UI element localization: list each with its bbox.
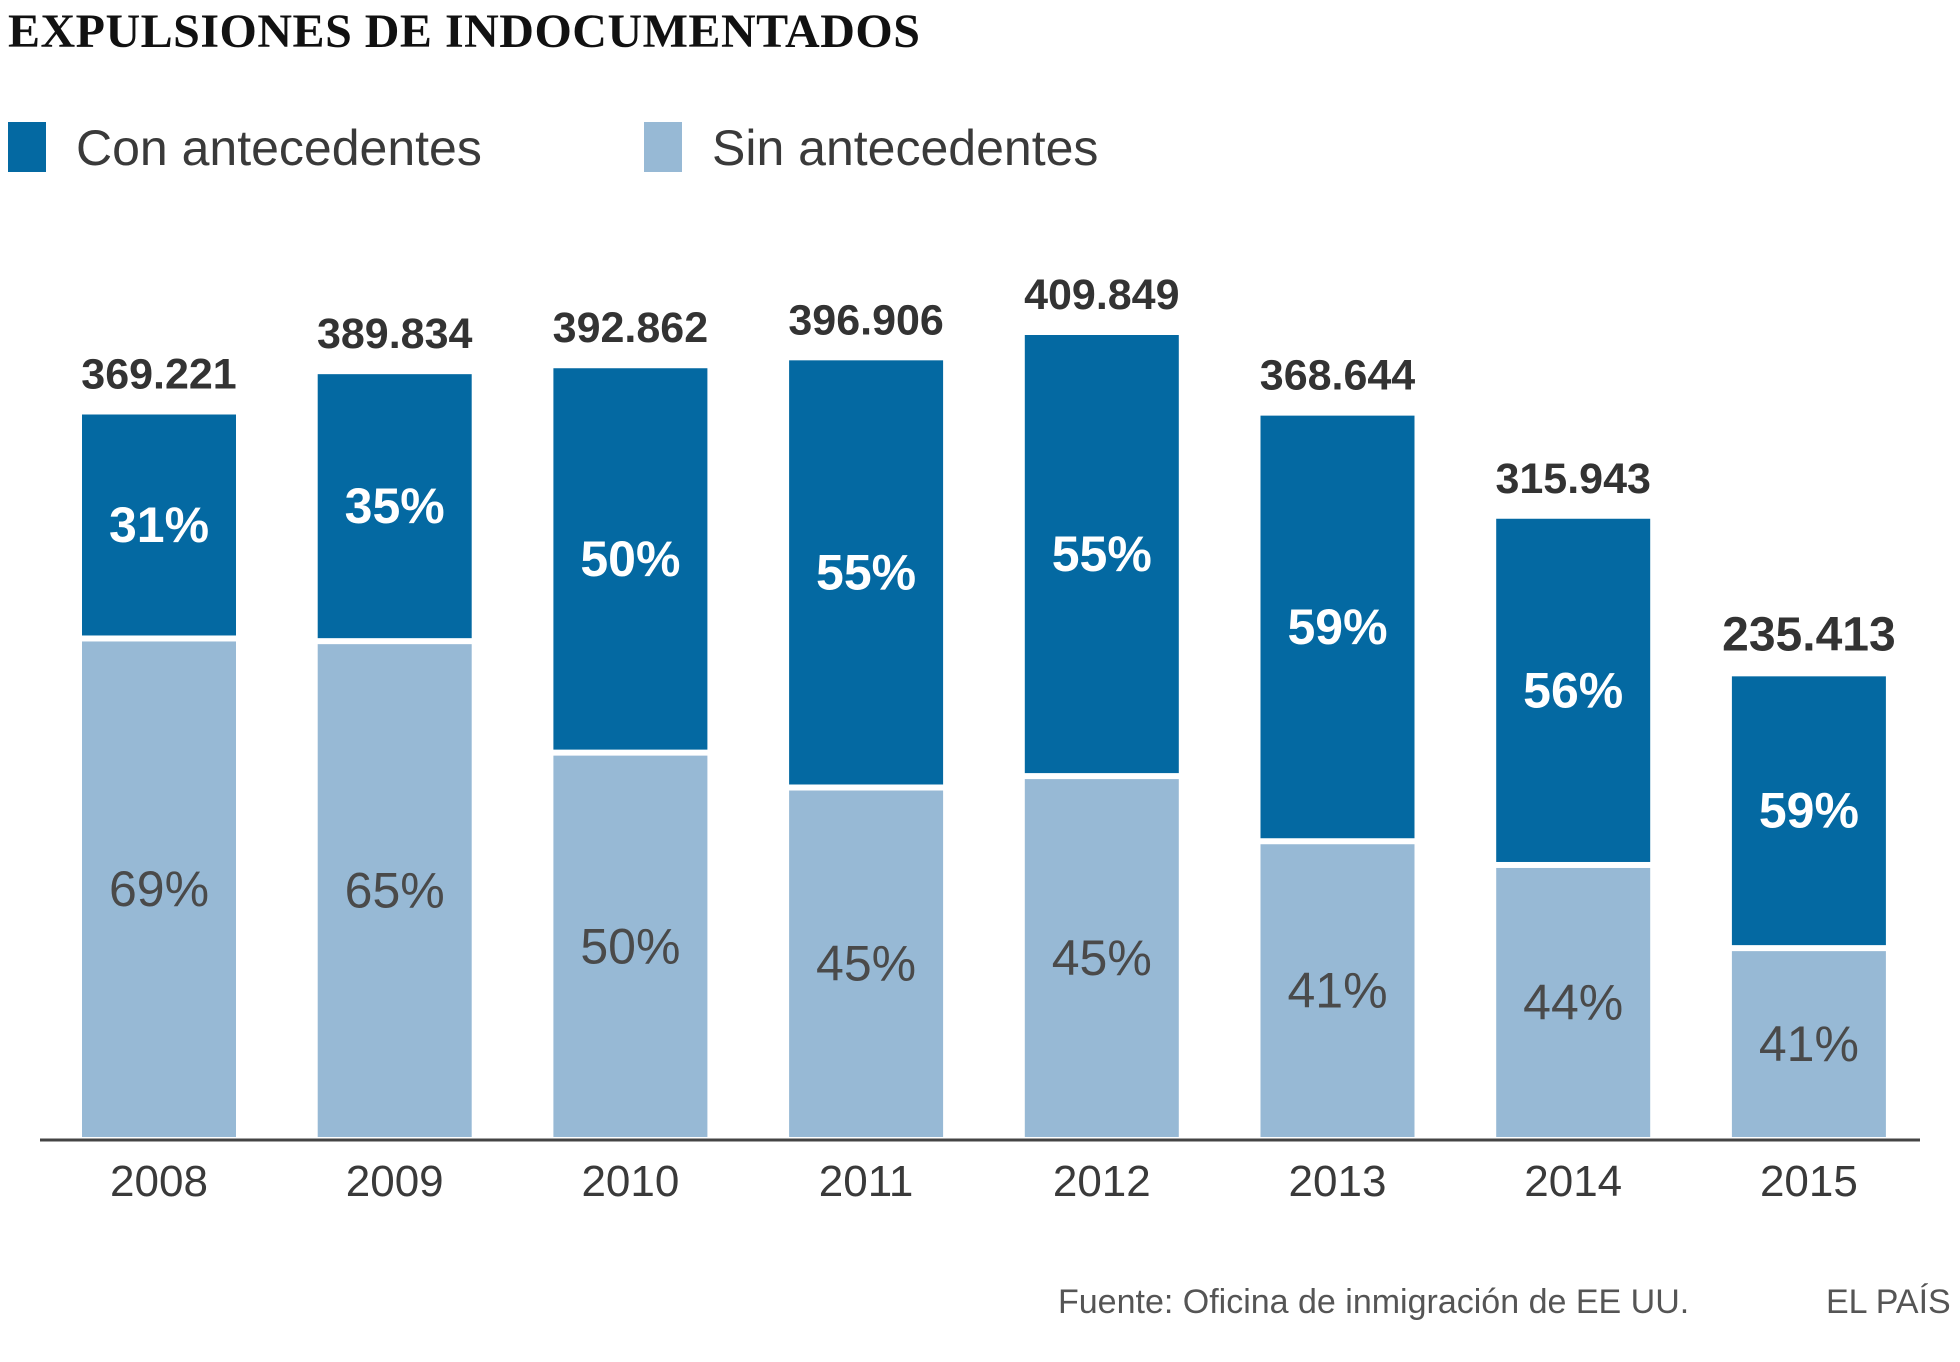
data-label-sin-2009: 65% xyxy=(345,863,445,919)
x-tick-label-2015: 2015 xyxy=(1760,1157,1858,1206)
data-label-con-2013: 59% xyxy=(1287,599,1387,655)
total-label-2008: 369.221 xyxy=(81,351,236,399)
chart-title: EXPULSIONES DE INDOCUMENTADOS xyxy=(8,5,921,58)
bar-sin-2008 xyxy=(82,641,236,1137)
total-label-2009: 389.834 xyxy=(317,310,473,358)
data-label-con-2010: 50% xyxy=(580,531,680,587)
bar-con-2015 xyxy=(1731,676,1886,946)
data-label-con-2008: 31% xyxy=(109,497,209,553)
total-label-2014: 315.943 xyxy=(1495,455,1650,503)
data-label-sin-2011: 45% xyxy=(816,936,916,992)
x-tick-label-2010: 2010 xyxy=(581,1157,679,1206)
bar-con-2012 xyxy=(1024,335,1179,774)
bar-con-2009 xyxy=(317,374,472,639)
data-label-sin-2010: 50% xyxy=(580,918,680,974)
source-note: Fuente: Oficina de inmigración de EE UU. xyxy=(1058,1283,1690,1321)
data-label-sin-2015: 41% xyxy=(1759,1016,1859,1072)
data-label-sin-2012: 45% xyxy=(1052,930,1152,986)
legend-swatch-con-antecedentes xyxy=(8,122,46,172)
bar-sin-2010 xyxy=(553,755,708,1137)
x-tick-label-2013: 2013 xyxy=(1289,1157,1387,1206)
bar-con-2014 xyxy=(1496,518,1651,862)
x-tick-label-2009: 2009 xyxy=(346,1157,444,1206)
bar-sin-2015 xyxy=(1731,951,1886,1137)
brand-logo: EL PAÍS xyxy=(1826,1283,1951,1321)
total-label-2015: 235.413 xyxy=(1722,608,1896,661)
data-label-sin-2008: 69% xyxy=(109,861,209,917)
bar-con-2008 xyxy=(82,414,236,636)
total-label-2011: 396.906 xyxy=(788,296,943,344)
x-tick-label-2011: 2011 xyxy=(819,1157,914,1206)
total-label-2013: 368.644 xyxy=(1260,352,1416,400)
data-label-con-2009: 35% xyxy=(345,478,445,534)
data-label-sin-2014: 44% xyxy=(1523,974,1623,1030)
bar-con-2013 xyxy=(1260,415,1415,839)
legend-swatch-sin-antecedentes xyxy=(644,122,682,172)
legend-label-con-antecedentes: Con antecedentes xyxy=(76,120,482,176)
bar-sin-2011 xyxy=(789,790,944,1137)
data-label-con-2011: 55% xyxy=(816,544,916,600)
x-tick-label-2012: 2012 xyxy=(1053,1157,1151,1206)
legend-label-sin-antecedentes: Sin antecedentes xyxy=(712,120,1099,176)
bar-sin-2013 xyxy=(1260,844,1415,1137)
bar-sin-2012 xyxy=(1024,779,1179,1137)
bar-sin-2009 xyxy=(317,644,472,1137)
data-label-sin-2013: 41% xyxy=(1287,963,1387,1019)
total-label-2012: 409.849 xyxy=(1024,271,1179,319)
data-label-con-2014: 56% xyxy=(1523,662,1623,718)
x-tick-label-2008: 2008 xyxy=(110,1157,208,1206)
bar-con-2010 xyxy=(553,368,708,750)
bar-con-2011 xyxy=(789,360,944,785)
total-label-2010: 392.862 xyxy=(553,304,708,352)
data-label-con-2012: 55% xyxy=(1052,526,1152,582)
x-tick-label-2014: 2014 xyxy=(1524,1157,1622,1206)
bar-sin-2014 xyxy=(1496,867,1651,1137)
data-label-con-2015: 59% xyxy=(1759,783,1859,839)
